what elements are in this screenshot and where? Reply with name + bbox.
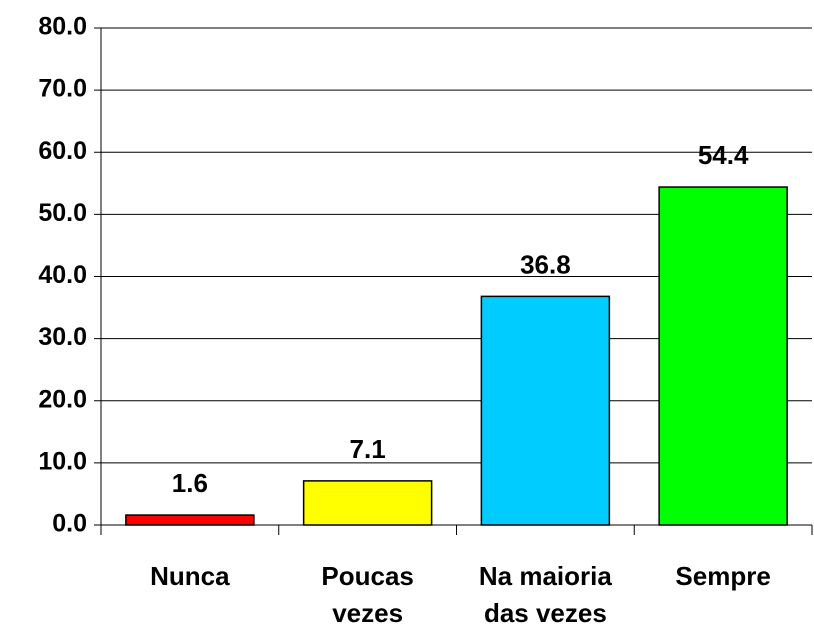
y-tick-label: 0.0 <box>52 510 87 538</box>
y-tick-label: 80.0 <box>38 13 87 41</box>
x-tick-label: Poucas vezes <box>321 561 414 628</box>
value-label: 7.1 <box>350 434 386 464</box>
y-tick-label: 70.0 <box>38 75 87 103</box>
x-tick-label: Sempre <box>675 561 770 591</box>
value-label: 54.4 <box>698 140 749 170</box>
value-label: 1.6 <box>172 468 208 498</box>
bar <box>658 186 788 526</box>
y-tick-label: 10.0 <box>38 447 87 475</box>
bar <box>125 514 255 526</box>
y-tick-label: 40.0 <box>38 261 87 289</box>
value-label: 36.8 <box>520 249 571 279</box>
bar <box>302 480 433 526</box>
y-tick-label: 20.0 <box>38 385 87 413</box>
y-tick-label: 50.0 <box>38 199 87 227</box>
y-tick-label: 60.0 <box>38 137 87 165</box>
y-tick-label: 30.0 <box>38 323 87 351</box>
x-tick-label: Na maioria das vezes <box>479 561 612 628</box>
x-tick-label: Nunca <box>150 561 230 591</box>
bar <box>480 295 611 526</box>
